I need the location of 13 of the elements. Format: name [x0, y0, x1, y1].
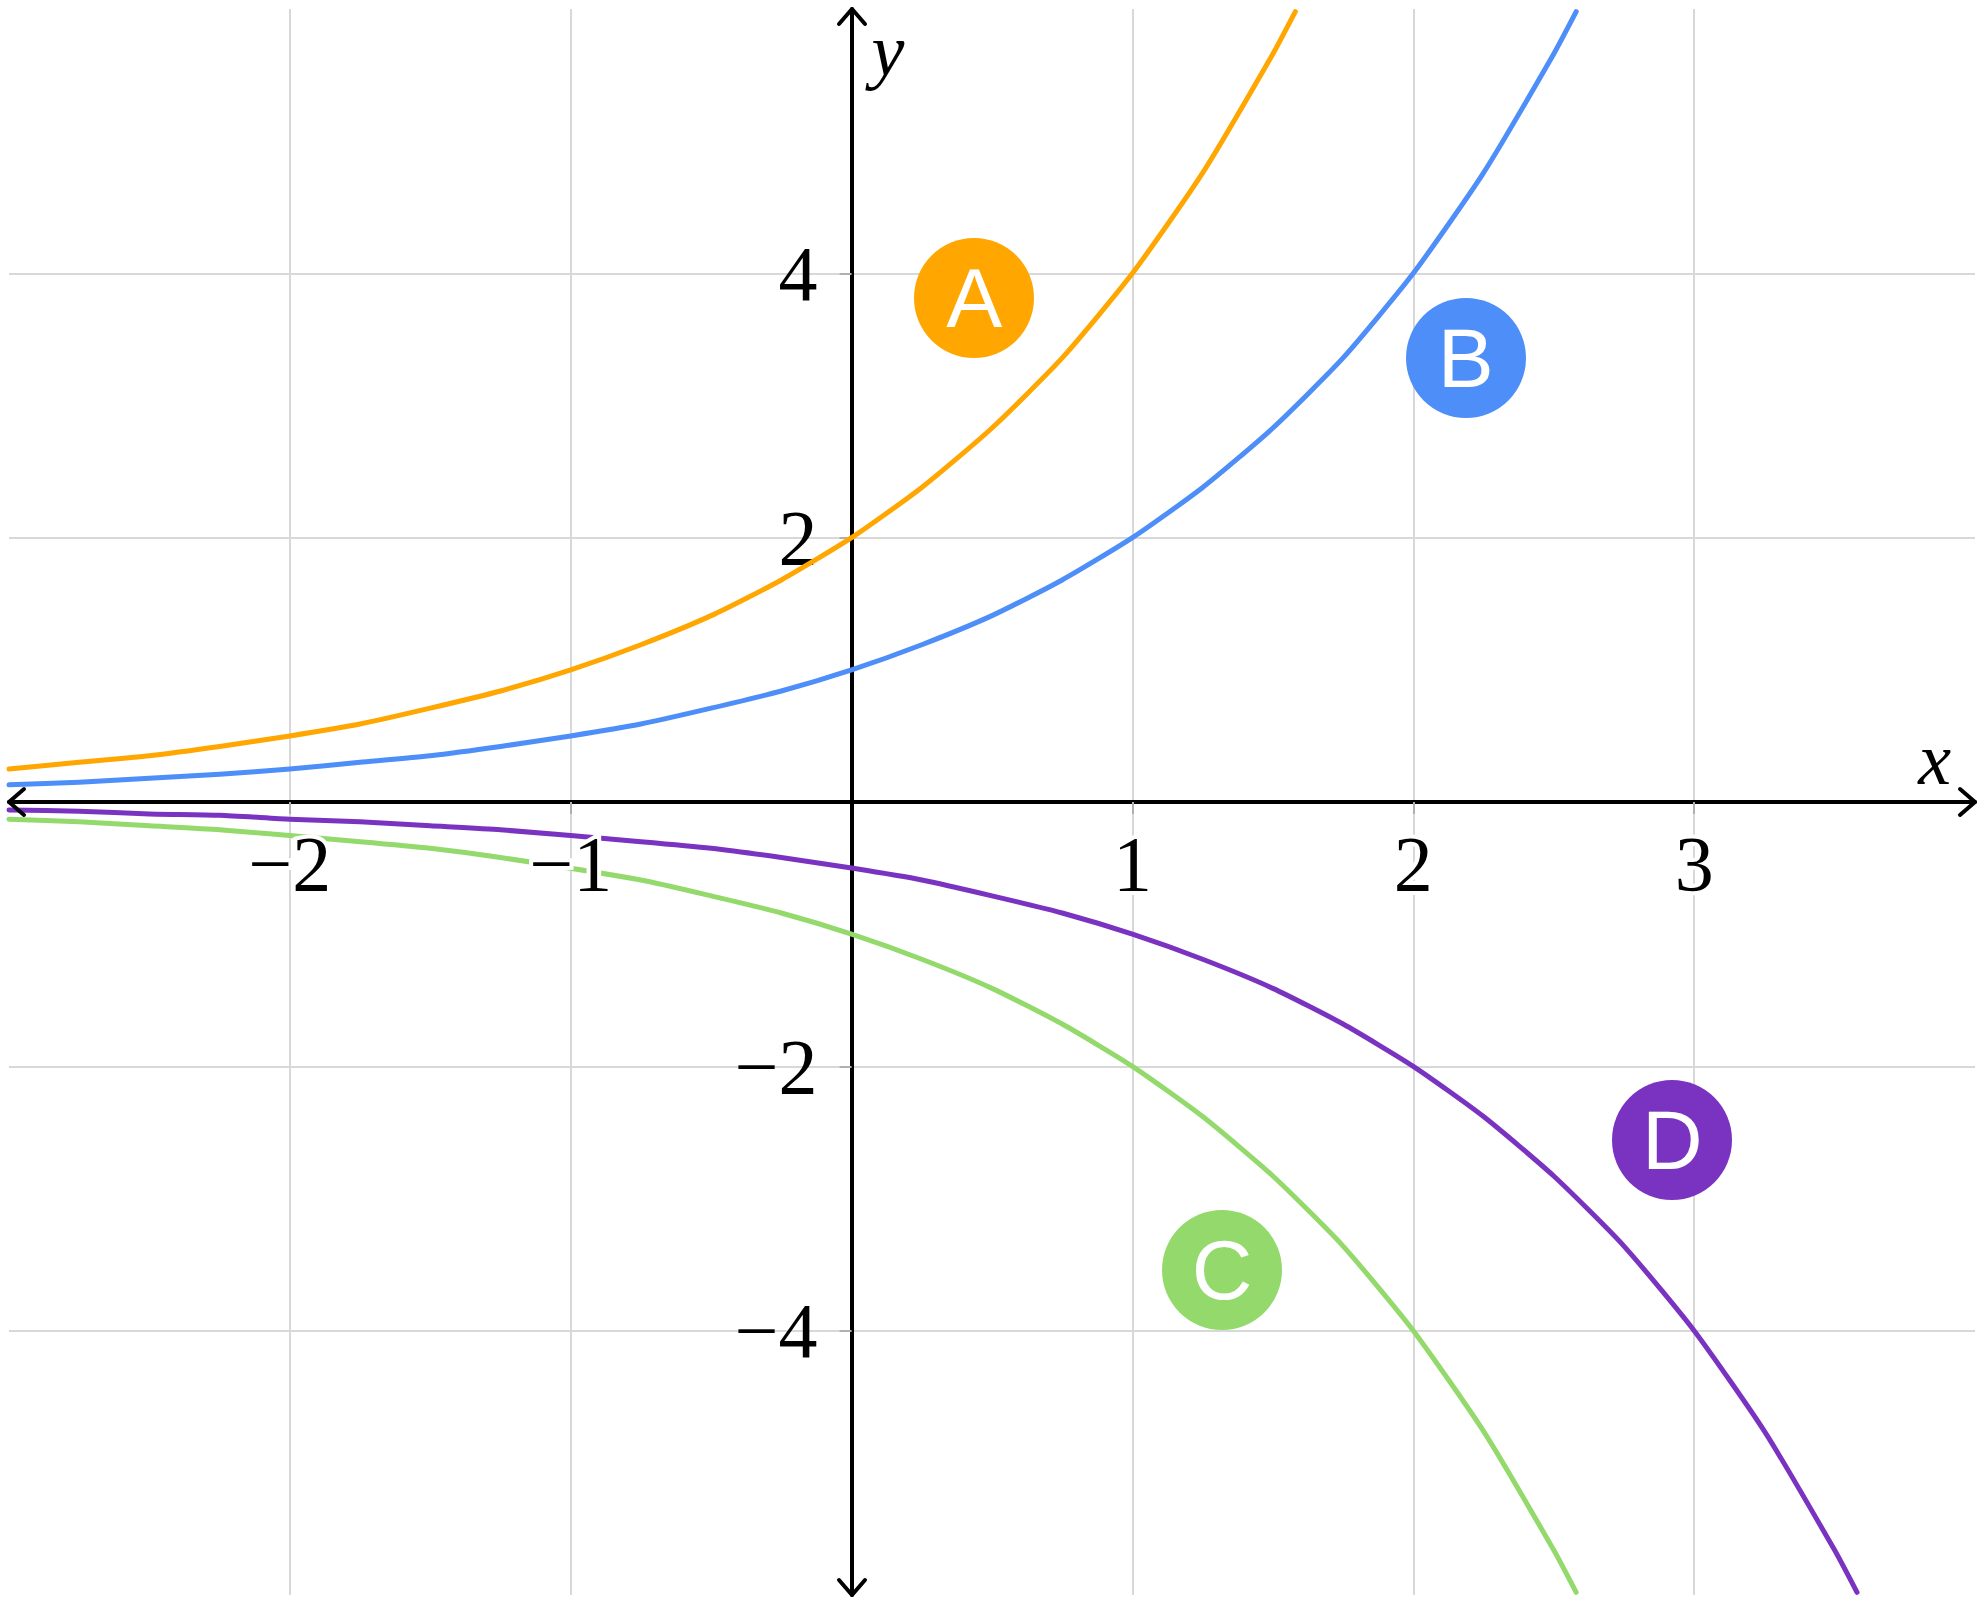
series-label: D [1641, 1092, 1703, 1187]
x-axis-title: x [1917, 718, 1952, 800]
y-axis-title: y [864, 9, 905, 91]
y-tick-label: −2 [734, 1022, 818, 1110]
series-label: B [1437, 310, 1494, 405]
y-tick-label: 4 [778, 229, 818, 317]
series-label: A [946, 250, 1003, 345]
series-label: C [1191, 1222, 1253, 1317]
x-tick-label: 2 [1393, 819, 1433, 907]
x-tick-label: −2 [248, 819, 332, 907]
x-tick-label: 3 [1674, 819, 1714, 907]
x-tick-label: 1 [1112, 819, 1152, 907]
y-tick-label: −4 [734, 1287, 818, 1375]
